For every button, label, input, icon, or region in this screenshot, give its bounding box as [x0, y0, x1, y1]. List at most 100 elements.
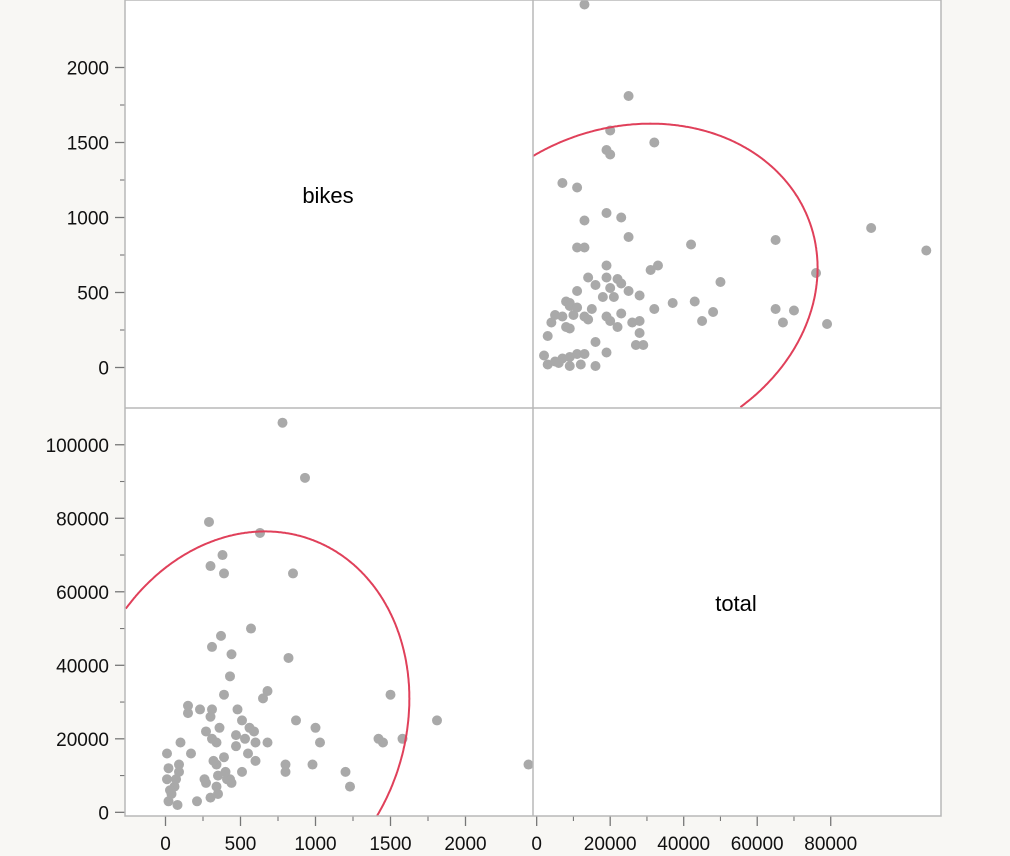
point-bottom-26	[244, 722, 255, 733]
point-top-11	[623, 232, 634, 242]
point-top-28	[605, 283, 616, 293]
point-top-22	[583, 272, 594, 283]
point-bottom-14	[283, 652, 294, 663]
point-bottom-39	[220, 766, 231, 777]
point-top-39	[572, 302, 583, 313]
point-top-8	[601, 208, 612, 218]
point-top-26	[616, 278, 627, 289]
point-top-71	[579, 349, 590, 359]
panel-top-right	[533, 0, 941, 408]
point-bottom-11	[291, 715, 301, 726]
point-top-48	[557, 311, 568, 322]
point-bottom-43	[216, 630, 226, 641]
point-bottom-19	[262, 737, 273, 748]
point-top-30	[715, 277, 726, 287]
point-top-3	[649, 137, 660, 148]
y-axis-total-tick-label: 0	[98, 803, 109, 824]
point-bottom-10	[307, 759, 318, 770]
point-bottom-9	[310, 722, 321, 733]
point-bottom-75	[165, 785, 175, 796]
y-axis-total: 0 20000 40000 60000 80000 100000	[46, 436, 125, 824]
point-top-10	[579, 215, 590, 226]
x-axis-bikes: 0 500 1000 1500 2000	[160, 816, 487, 855]
matrix-grid-lines	[124, 0, 942, 817]
point-top-44	[770, 304, 781, 314]
panel-bottom-left	[125, 408, 533, 816]
x-axis-total: 0 20000 40000 60000 80000	[531, 816, 857, 855]
point-top-46	[546, 317, 557, 328]
point-top-55	[634, 316, 645, 326]
scatter-bikes-vs-total	[539, 0, 932, 371]
point-top-61	[612, 322, 623, 332]
point-top-7	[572, 182, 583, 193]
point-top-37	[667, 298, 678, 308]
density-ellipse-bikes-vs-total	[532, 122, 819, 408]
point-top-65	[630, 340, 641, 350]
point-bottom-67	[172, 799, 183, 810]
point-top-16	[866, 223, 877, 233]
point-top-6	[557, 178, 568, 188]
point-bottom-65	[183, 708, 193, 719]
point-top-62	[542, 331, 553, 341]
point-bottom-6	[345, 781, 355, 792]
point-top-5	[605, 149, 616, 160]
point-bottom-12	[280, 766, 291, 777]
point-bottom-25	[243, 748, 253, 759]
point-top-78	[590, 361, 601, 371]
point-bottom-32	[231, 730, 241, 741]
point-top-51	[583, 314, 594, 325]
point-bottom-60	[199, 774, 210, 785]
point-bottom-45	[217, 550, 228, 561]
point-top-25	[590, 280, 601, 290]
y-axis-total-tick-label: 100000	[46, 436, 109, 457]
y-axis-total-tick-label: 20000	[56, 730, 109, 751]
point-bottom-55	[207, 704, 217, 715]
point-bottom-20	[262, 686, 273, 697]
y-axis-bikes-tick-label: 1000	[67, 209, 109, 230]
y-axis-total-tick-label: 80000	[56, 509, 109, 530]
x-axis-total-tick-label: 80000	[804, 834, 857, 855]
point-top-14	[686, 239, 697, 250]
point-bottom-64	[186, 748, 196, 759]
point-bottom-29	[237, 715, 247, 726]
point-bottom-40	[219, 752, 229, 763]
point-top-66	[638, 340, 649, 350]
point-top-31	[597, 292, 608, 302]
point-bottom-22	[250, 755, 261, 766]
point-bottom-63	[195, 704, 205, 715]
point-top-19	[601, 260, 612, 271]
panel-bottom-right	[533, 408, 941, 816]
point-bottom-16	[300, 472, 310, 483]
point-bottom-76	[162, 774, 172, 785]
point-bottom-5	[373, 733, 384, 744]
panel-top-left	[125, 0, 533, 408]
point-top-21	[645, 265, 656, 275]
point-bottom-58	[204, 516, 214, 527]
point-top-49	[568, 310, 579, 320]
point-top-17	[921, 245, 932, 256]
point-bottom-51	[208, 755, 219, 766]
x-axis-total-tick-label: 20000	[584, 834, 637, 855]
point-bottom-30	[246, 623, 256, 634]
point-bottom-72	[175, 737, 186, 748]
point-bottom-37	[225, 671, 235, 682]
y-axis-bikes: 0 500 1000 1500 2000	[67, 59, 125, 380]
point-bottom-66	[183, 700, 193, 711]
point-bottom-8	[315, 737, 325, 748]
point-top-76	[564, 361, 575, 371]
y-axis-bikes-tick-label: 1500	[67, 134, 109, 155]
y-axis-bikes-tick-label: 0	[98, 359, 109, 380]
point-top-58	[822, 319, 833, 329]
point-bottom-21	[258, 693, 268, 704]
point-bottom-57	[205, 561, 216, 572]
point-bottom-41	[214, 722, 225, 733]
point-top-0	[579, 0, 590, 10]
point-bottom-56	[207, 641, 217, 652]
diagonal-label-total: total	[715, 591, 757, 616]
point-top-1	[623, 91, 634, 101]
point-top-42	[649, 304, 660, 314]
point-bottom-27	[237, 766, 247, 777]
y-axis-bikes-tick-label: 2000	[67, 59, 109, 80]
point-top-72	[601, 347, 612, 358]
point-top-70	[572, 349, 583, 359]
